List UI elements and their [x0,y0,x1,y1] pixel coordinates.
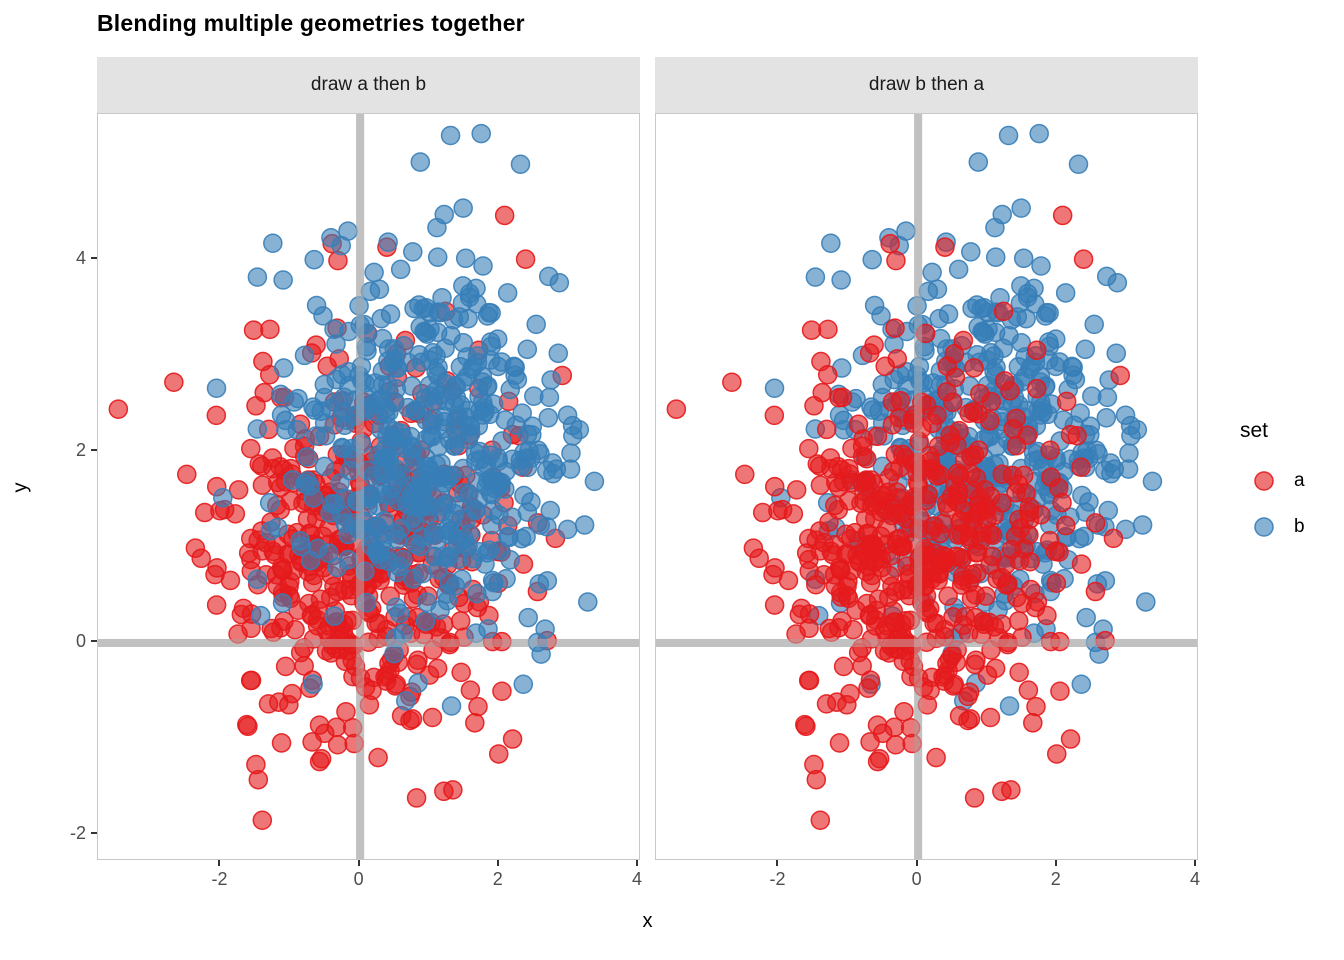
x-tick-mark [915,860,918,866]
y-tick-label: 0 [75,631,86,652]
x-tick-label: 2 [1050,869,1061,889]
x-tick-label: 4 [631,869,642,889]
vline-x0-overlay [356,114,365,859]
x-tick-label: 0 [353,869,364,889]
x-tick-mark [496,860,499,866]
y-tick-label: 4 [75,247,86,268]
plot-title: Blending multiple geometries together [97,10,525,36]
x-tick-mark [357,860,360,866]
y-tick-mark [91,640,97,643]
facet-strip-draw-b-then-a: draw b then a [655,57,1198,113]
legend-item-a: a [1240,469,1305,493]
x-tick-label: 0 [911,869,922,889]
points-set-a [666,205,1131,831]
y-tick-mark [91,448,97,451]
legend-label-b: b [1294,516,1305,537]
legend-label-a: a [1294,470,1305,491]
hline-y0-overlay [656,638,1197,647]
x-tick-mark [1054,860,1057,866]
facet-panel-draw-a-then-b [97,113,640,860]
y-tick-label: 2 [75,439,86,460]
legend-title: set [1240,419,1269,442]
hline-y0-overlay [98,638,639,647]
points-set-b [206,123,605,716]
x-tick-mark [776,860,779,866]
legend-item-b: b [1240,515,1305,539]
scatter-plot-b-then-a [656,114,1197,859]
x-tick-mark [636,860,638,866]
facet-strip-draw-a-then-b: draw a then b [97,57,640,113]
x-tick-mark [1194,860,1196,866]
facet-strip-label: draw b then a [868,74,985,95]
x-tick-label: 2 [492,869,503,889]
y-tick-mark [91,256,97,259]
x-tick-label: -2 [211,869,228,889]
x-axis-title: x [642,910,653,932]
facet-strip-label: draw a then b [310,74,427,95]
x-tick-label: 4 [1189,869,1200,889]
x-tick-label: -2 [769,869,786,889]
y-axis-title: y [9,482,32,493]
vline-x0-overlay [914,114,923,859]
y-tick-label: -2 [69,823,86,844]
scatter-plot-a-then-b [98,114,639,859]
x-tick-mark [218,860,221,866]
y-tick-mark [91,832,97,835]
legend: set a b [1240,419,1305,561]
facet-panel-draw-b-then-a [655,113,1198,860]
legend-key-a-icon [1254,471,1274,491]
legend-key-b-icon [1254,517,1274,537]
